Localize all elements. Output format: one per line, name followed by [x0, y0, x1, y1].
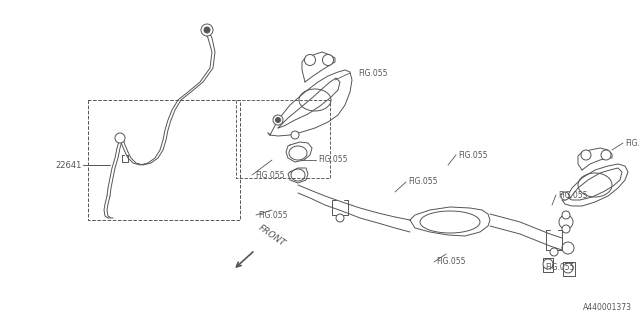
Text: FIG.055: FIG.055 — [408, 178, 438, 187]
Circle shape — [275, 117, 280, 123]
Text: FIG.055: FIG.055 — [625, 139, 640, 148]
Text: FIG.055: FIG.055 — [436, 258, 465, 267]
Text: FIG.055: FIG.055 — [258, 211, 287, 220]
Circle shape — [561, 192, 569, 200]
Circle shape — [201, 24, 213, 36]
Text: FIG.055: FIG.055 — [255, 171, 285, 180]
Text: FIG.055: FIG.055 — [458, 150, 488, 159]
Circle shape — [601, 150, 611, 160]
Circle shape — [323, 54, 333, 66]
Circle shape — [562, 211, 570, 219]
Circle shape — [273, 115, 283, 125]
Text: FIG.055: FIG.055 — [545, 263, 575, 273]
Circle shape — [336, 214, 344, 222]
Circle shape — [581, 150, 591, 160]
Circle shape — [204, 27, 210, 33]
Circle shape — [291, 131, 299, 139]
Text: FIG.055: FIG.055 — [318, 156, 348, 164]
Circle shape — [305, 54, 316, 66]
Circle shape — [115, 133, 125, 143]
Circle shape — [550, 248, 558, 256]
Text: FRONT: FRONT — [257, 223, 287, 248]
Circle shape — [562, 225, 570, 233]
Circle shape — [543, 259, 553, 269]
Text: FIG.055: FIG.055 — [558, 190, 588, 199]
Text: FIG.055: FIG.055 — [358, 68, 387, 77]
Text: A440001373: A440001373 — [583, 303, 632, 312]
Circle shape — [563, 263, 573, 273]
Text: 22641: 22641 — [56, 161, 82, 170]
